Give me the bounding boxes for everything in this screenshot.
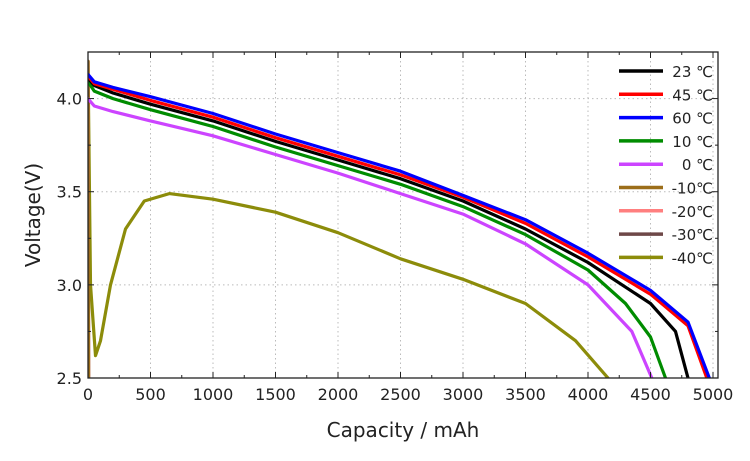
x-tick-label: 3000 (443, 385, 484, 404)
y-tick-label: 3.0 (57, 276, 82, 295)
legend-label: 10 ℃ (672, 133, 713, 151)
legend-label: -40℃ (672, 249, 713, 267)
x-tick-label: 5000 (693, 385, 734, 404)
x-axis-label: Capacity / mAh (327, 418, 480, 442)
ticks: 0 500 1000 1500 2000 2500 3000 3500 4000 4500 5000… (57, 52, 734, 404)
y-axis-label: Voltage(V) (21, 163, 45, 267)
series-line (88, 72, 711, 378)
x-tick-label: 1500 (255, 385, 296, 404)
legend-label: -20℃ (672, 203, 713, 221)
y-tick-label: 4.0 (57, 90, 82, 109)
series-line (88, 59, 610, 378)
legend-label: 23 ℃ (672, 63, 713, 81)
series-line (88, 76, 690, 378)
grid (88, 52, 718, 378)
x-tick-label: 500 (135, 385, 166, 404)
plot-frame (87, 51, 719, 379)
legend-label: -10℃ (672, 180, 713, 198)
legend-label: 0 ℃ (682, 156, 713, 174)
x-tick-label: 0 (83, 385, 93, 404)
x-tick-label: 4500 (630, 385, 671, 404)
x-tick-label: 2000 (318, 385, 359, 404)
legend-label: 60 ℃ (672, 110, 713, 128)
legend-label: -30℃ (672, 226, 713, 244)
x-tick-label: 4000 (568, 385, 609, 404)
series-line (88, 97, 654, 378)
series-lines (88, 59, 711, 378)
x-tick-label: 1000 (193, 385, 234, 404)
y-tick-label: 2.5 (57, 369, 82, 388)
x-tick-label: 2500 (380, 385, 421, 404)
y-tick-label: 3.5 (57, 183, 82, 202)
series-line (88, 80, 668, 378)
legend-label: 45 ℃ (672, 86, 713, 104)
legend: 23 ℃ 45 ℃ 60 ℃ 10 ℃ 0 ℃ -10℃ -20℃ -30℃ -40℃ (619, 63, 713, 267)
x-tick-label: 3500 (505, 385, 546, 404)
series-line (88, 74, 709, 378)
